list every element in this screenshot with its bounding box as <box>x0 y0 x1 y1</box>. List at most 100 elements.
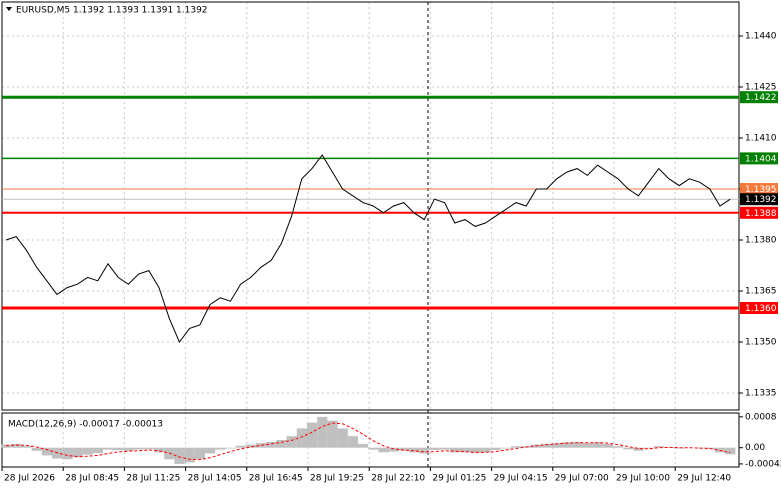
x-tick-label: 29 Jul 12:40 <box>677 474 731 484</box>
main-panel <box>1 1 740 411</box>
macd-bar <box>623 447 634 450</box>
macd-title: MACD(12,26,9) -0.00017 -0.00013 <box>8 420 163 430</box>
macd-bar <box>31 447 42 451</box>
macd-bar <box>184 447 195 463</box>
level-label: 1.1360 <box>745 304 777 314</box>
macd-bar <box>174 447 185 464</box>
macd-bar <box>653 446 664 448</box>
macd-bar <box>449 447 460 453</box>
macd-bar <box>398 447 409 451</box>
macd-bar <box>225 447 236 449</box>
macd-bar <box>347 436 358 448</box>
macd-bar <box>143 447 154 450</box>
macd-bar <box>62 447 73 460</box>
chart-title: EURUSD,M5 1.1392 1.1393 1.1391 1.1392 <box>16 6 208 16</box>
macd-bar <box>133 447 144 450</box>
macd-bar <box>674 447 685 449</box>
x-tick-label: 29 Jul 01:25 <box>432 474 486 484</box>
macd-bar <box>378 447 389 453</box>
macd-bar <box>500 447 511 449</box>
macd-bar <box>368 447 379 450</box>
macd-bar <box>388 447 399 452</box>
macd-bar <box>613 446 624 448</box>
macd-bar <box>633 447 644 451</box>
x-tick-label: 28 Jul 14:05 <box>188 474 242 484</box>
macd-bar <box>286 436 297 448</box>
x-tick-label: 28 Jul 11:25 <box>126 474 180 484</box>
y-tick-label: -0.00042 <box>745 459 781 469</box>
y-tick-label: 1.1350 <box>745 338 777 348</box>
macd-bar <box>409 447 420 453</box>
macd-bar <box>490 447 501 451</box>
level-label-bg <box>740 91 778 104</box>
macd-bar <box>317 416 328 448</box>
macd-bar <box>419 447 430 454</box>
level-label-bg <box>740 152 778 165</box>
macd-bar <box>470 447 481 454</box>
macd-bar <box>256 443 267 448</box>
level-label: 1.1422 <box>745 93 777 103</box>
macd-bar <box>643 447 654 449</box>
level-label: 1.1404 <box>745 154 777 164</box>
signal-line <box>5 422 731 461</box>
macd-bar <box>21 445 32 448</box>
macd-bar <box>337 428 348 448</box>
macd-bar <box>582 443 593 448</box>
y-tick-label: 0.0008 <box>745 412 777 422</box>
macd-bar <box>235 445 246 448</box>
macd-bar <box>72 447 83 458</box>
x-tick-label: 29 Jul 04:15 <box>494 474 548 484</box>
macd-bar <box>276 440 287 448</box>
x-tick-label: 28 Jul 16:45 <box>249 474 303 484</box>
price-line <box>5 154 731 343</box>
level-label: 1.1392 <box>745 195 777 205</box>
y-tick-label: 1.1440 <box>745 32 777 42</box>
macd-bar <box>205 447 216 454</box>
y-tick-label: 1.1365 <box>745 287 777 297</box>
x-tick-label: 28 Jul 2026 <box>4 474 55 484</box>
macd-panel <box>1 412 740 468</box>
macd-bar <box>572 441 583 448</box>
macd-bar <box>562 442 573 448</box>
level-label-bg <box>740 206 778 219</box>
y-tick-label: 0.00 <box>745 443 765 453</box>
macd-bar <box>245 444 256 448</box>
marks: 1.1335 1.1350 1.1365 1.1380 1.1395 1.1410 1.14… <box>1 32 781 484</box>
x-tick-label: 28 Jul 22:10 <box>371 474 425 484</box>
macd-bar <box>113 447 124 451</box>
macd-bar <box>11 443 22 448</box>
level-label-bg <box>740 302 778 314</box>
macd-bar <box>511 446 522 448</box>
macd-bar <box>551 443 562 448</box>
macd-bar <box>480 447 491 453</box>
menu-arrow <box>6 7 12 11</box>
x-tick-label: 29 Jul 07:00 <box>555 474 609 484</box>
macd-bar <box>358 443 369 448</box>
level-label: 1.1388 <box>745 209 777 219</box>
macd-bar <box>602 443 613 448</box>
macd-bar <box>92 447 103 454</box>
macd-bar <box>664 446 675 448</box>
level-label-bg <box>740 183 778 195</box>
macd-bar <box>266 441 277 448</box>
y-tick-label: 1.1380 <box>745 236 777 246</box>
macd-bar <box>725 447 736 455</box>
x-tick-label: 28 Jul 08:45 <box>65 474 119 484</box>
level-label-bg <box>740 193 778 206</box>
macd-bar <box>296 428 307 448</box>
macd-bar <box>194 447 205 460</box>
x-tick-label: 28 Jul 19:25 <box>310 474 364 484</box>
macd-bar <box>541 443 552 448</box>
macd-bar <box>429 447 440 451</box>
y-tick-label: 1.1410 <box>745 134 777 144</box>
y-tick-label: 1.1335 <box>745 389 777 399</box>
x-tick-label: 29 Jul 10:00 <box>616 474 670 484</box>
macd-bar <box>307 422 318 448</box>
y-tick-label: 1.1425 <box>745 83 777 93</box>
macd-bar <box>103 447 114 450</box>
level-label: 1.1395 <box>745 185 777 195</box>
macd-bar <box>327 420 338 448</box>
macd-bar <box>154 447 165 453</box>
